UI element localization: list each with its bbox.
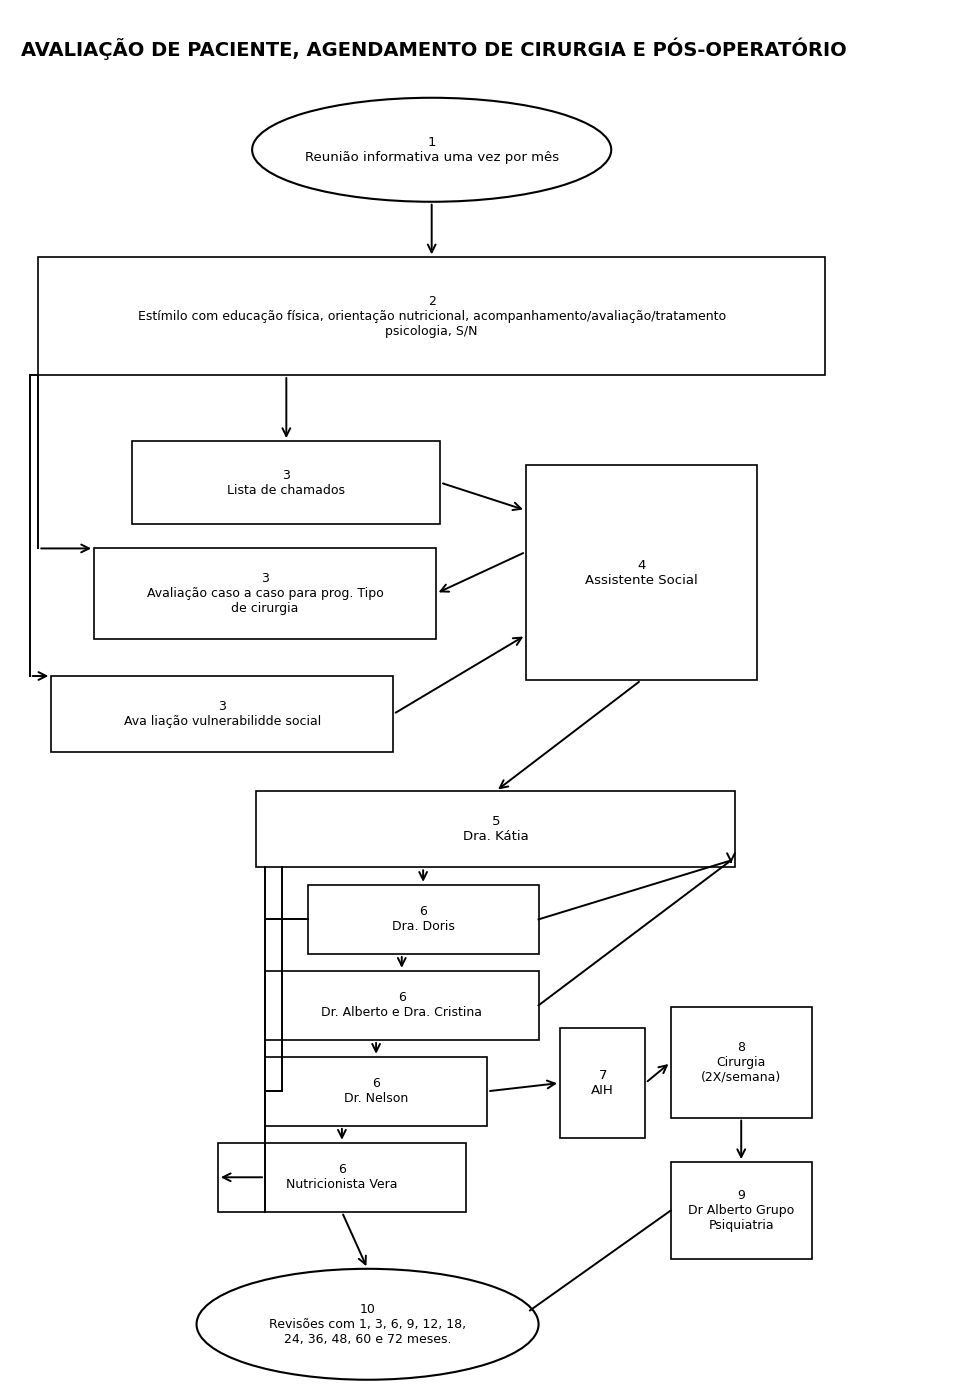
Text: 6
Dra. Doris: 6 Dra. Doris [392, 905, 455, 933]
Text: 3
Avaliação caso a caso para prog. Tipo
de cirurgia: 3 Avaliação caso a caso para prog. Tipo … [147, 572, 383, 615]
FancyBboxPatch shape [265, 1056, 488, 1126]
Text: 1
Reunião informativa uma vez por mês: 1 Reunião informativa uma vez por mês [304, 135, 559, 163]
FancyBboxPatch shape [94, 548, 436, 639]
FancyBboxPatch shape [38, 257, 825, 375]
Ellipse shape [197, 1269, 539, 1380]
Text: 6
Nutricionista Vera: 6 Nutricionista Vera [286, 1163, 397, 1191]
Text: 10
Revisões com 1, 3, 6, 9, 12, 18,
24, 36, 48, 60 e 72 meses.: 10 Revisões com 1, 3, 6, 9, 12, 18, 24, … [269, 1303, 467, 1346]
Text: 3
Ava liação vulnerabilidde social: 3 Ava liação vulnerabilidde social [124, 700, 321, 728]
Text: 4
Assistente Social: 4 Assistente Social [585, 559, 698, 587]
FancyBboxPatch shape [560, 1028, 645, 1138]
Text: 5
Dra. Kátia: 5 Dra. Kátia [463, 815, 529, 843]
Ellipse shape [252, 98, 612, 202]
Text: 8
Cirurgia
(2X/semana): 8 Cirurgia (2X/semana) [701, 1041, 781, 1084]
FancyBboxPatch shape [526, 466, 756, 681]
Text: AVALIAÇÃO DE PACIENTE, AGENDAMENTO DE CIRURGIA E PÓS-OPERATÓRIO: AVALIAÇÃO DE PACIENTE, AGENDAMENTO DE CI… [21, 38, 847, 60]
Text: 6
Dr. Alberto e Dra. Cristina: 6 Dr. Alberto e Dra. Cristina [322, 992, 482, 1020]
FancyBboxPatch shape [308, 884, 539, 954]
FancyBboxPatch shape [218, 1143, 466, 1212]
FancyBboxPatch shape [671, 1007, 812, 1117]
FancyBboxPatch shape [256, 791, 735, 868]
Text: 6
Dr. Nelson: 6 Dr. Nelson [344, 1077, 408, 1105]
Text: 9
Dr Alberto Grupo
Psiquiatria: 9 Dr Alberto Grupo Psiquiatria [688, 1189, 794, 1232]
FancyBboxPatch shape [671, 1162, 812, 1260]
FancyBboxPatch shape [132, 441, 441, 525]
FancyBboxPatch shape [265, 971, 539, 1041]
Text: 7
AIH: 7 AIH [591, 1069, 614, 1096]
FancyBboxPatch shape [51, 677, 394, 752]
Text: 2
Estímilo com educação física, orientação nutricional, acompanhamento/avaliação: 2 Estímilo com educação física, orientaç… [137, 294, 726, 338]
Text: 3
Lista de chamados: 3 Lista de chamados [228, 469, 346, 497]
